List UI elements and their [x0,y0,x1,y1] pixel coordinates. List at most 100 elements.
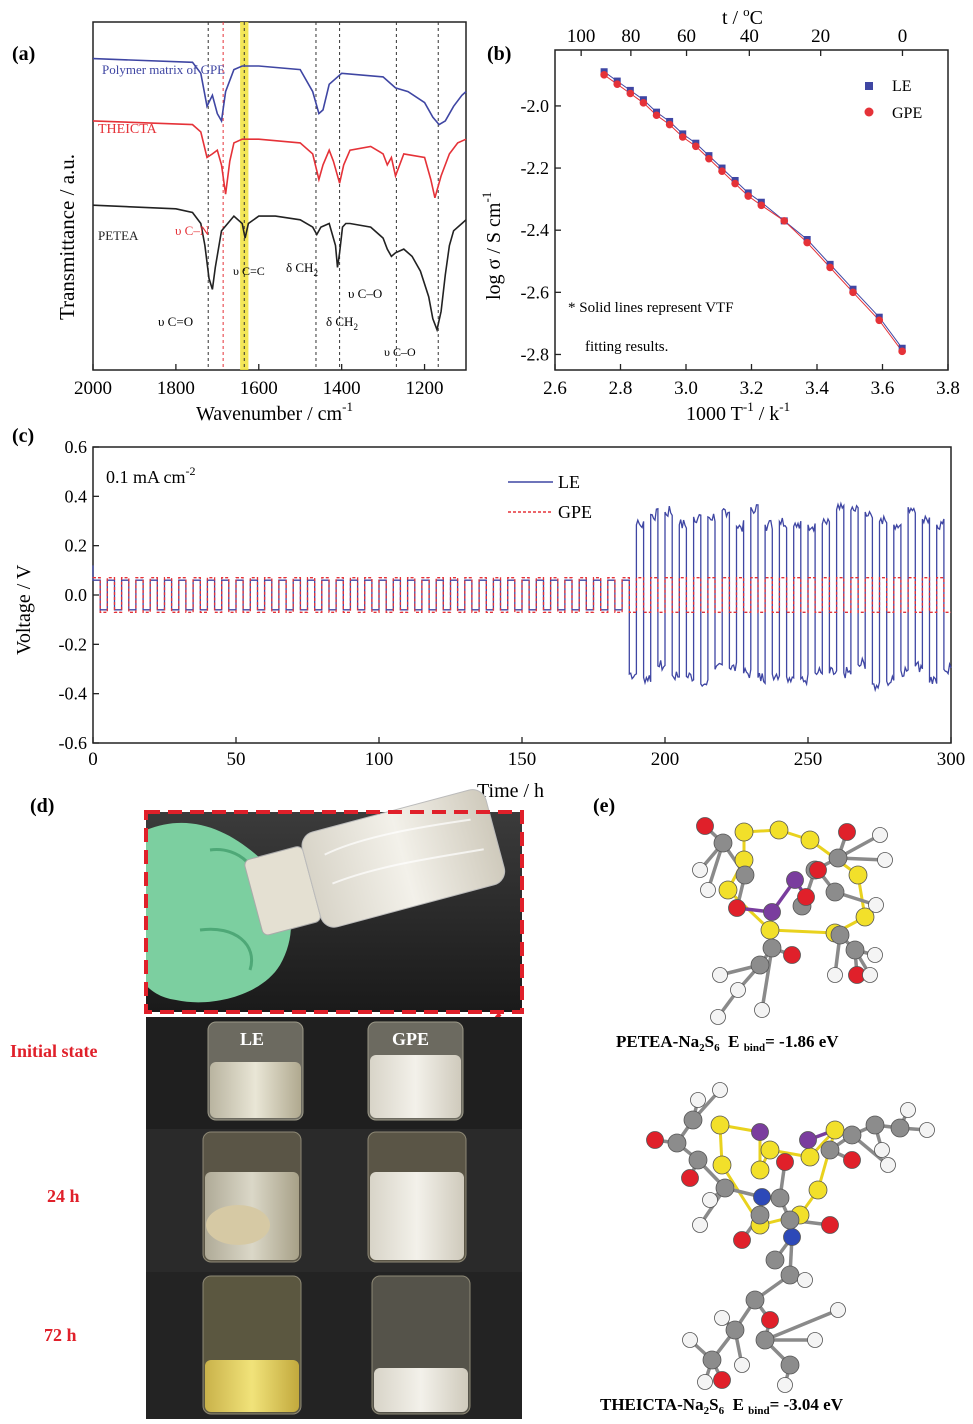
atom-o [838,823,856,841]
atom-h [900,1102,916,1118]
petea-caption: PETEA-Na2S6 E bind= -1.86 eV [616,1032,839,1054]
row-label-24h: 24 h [47,1186,80,1206]
atom-h [880,1157,896,1173]
point-gpe [875,316,884,325]
row-label-initial: Initial state [10,1041,98,1061]
atom-c [725,1320,745,1340]
panel-e-molecule-petea: PETEA-Na2S6 E bind= -1.86 eV [616,817,893,1054]
photo-label-le: LE [240,1029,264,1049]
atom-na [751,1123,769,1141]
inset-vial [244,789,506,936]
panel-a-label-petea: PETEA [98,228,139,243]
row-label-72h: 72 h [44,1325,77,1345]
x-tick-label: 1400 [323,378,361,399]
atom-na [763,903,781,921]
panel-a-xlabel: Wavenumber / cm-1 [196,399,353,425]
x-tick-label: 2.6 [543,378,567,399]
atom-o [728,899,746,917]
panel-b-chart: -2.0 -2.2 -2.4 -2.6 -2.8 2.6 2.8 3.0 3.2 3.4 3.6 3… [479,4,960,425]
atom-h [692,1217,708,1233]
panel-e-molecule-theicta: THEICTA-Na2S6 E bind= -3.04 eV [600,1082,935,1417]
petea-na2s6-structure [692,817,893,1025]
atom-h [700,882,716,898]
legend-label-gpe: GPE [892,105,922,122]
atom-h [867,947,883,963]
panel-b-points [600,68,906,356]
atom-n [783,1228,801,1246]
y-tick-label: -2.8 [521,344,550,364]
atom-c [780,1355,800,1375]
atom-c [688,1150,708,1170]
atom-h [830,1302,846,1318]
atom-h [862,967,878,983]
x-tick-label: 200 [651,749,680,770]
atom-o [821,1216,839,1234]
atom-h [797,1272,813,1288]
top-tick-label: 80 [621,26,640,47]
panel-a-series [92,57,467,333]
bond [760,947,774,1011]
series-line [92,204,467,333]
atom-o [761,1311,779,1329]
atom-o [646,1131,664,1149]
atom-na [786,871,804,889]
atom-c [842,1125,862,1145]
y-tick-label: -0.4 [59,684,88,704]
panel-b-legend: LE GPE [864,78,922,122]
atom-c [820,1140,840,1160]
atom-c [762,938,782,958]
series-line [92,57,467,126]
vial-gpe-24h-liquid [370,1172,464,1260]
atom-h [702,1192,718,1208]
theicta-caption: THEICTA-Na2S6 E bind= -3.04 eV [600,1395,844,1417]
point-gpe [652,111,661,120]
atom-o [713,1371,731,1389]
point-gpe [600,71,608,79]
atom-c [890,1118,910,1138]
atom-na [799,1131,817,1149]
y-tick-label: 0.2 [65,536,88,556]
atom-c [667,1133,687,1153]
atom-h [754,1002,770,1018]
atom-h [712,967,728,983]
y-tick-label: 0.4 [65,486,88,506]
atom-h [730,982,746,998]
top-tick-label: 40 [740,26,759,47]
panel-c-tag: (c) [12,425,34,447]
atom-h [919,1122,935,1138]
atom-c [865,1115,885,1135]
atom-s [734,822,754,842]
point-gpe [692,142,700,151]
panel-a-annot-cc: υ C=C [233,264,265,278]
photo-label-gpe: GPE [392,1029,429,1049]
atom-s [825,1120,845,1140]
atom-s [769,820,789,840]
atom-h [872,827,888,843]
atom-o [733,1231,751,1249]
panel-c-x-ticks: 0 50 100 150 200 250 300 [88,737,965,770]
x-tick-label: 3.6 [871,378,895,399]
series-line [92,120,467,199]
point-gpe [731,179,739,188]
atom-h [874,1142,890,1158]
point-gpe [678,133,687,141]
bond [764,1308,839,1342]
atom-c [683,1110,703,1130]
panel-d-tag: (d) [30,795,54,817]
panel-b-top-ticks: 100 80 60 40 20 0 [567,26,907,56]
y-tick-label: -2.2 [521,158,550,178]
atom-c [830,925,850,945]
panel-a-x-ticks: 2000 1800 1600 1400 1200 [74,364,444,399]
point-gpe [780,217,789,225]
atom-h [807,1332,823,1348]
panel-a-tag: (a) [12,43,35,65]
atom-s [750,1160,770,1180]
atom-h [734,1357,750,1373]
atom-s [710,1115,730,1135]
point-gpe [626,89,635,98]
panel-c-xlabel: Time / h [477,780,544,802]
top-tick-label: 20 [811,26,830,47]
vial-le-initial-liquid [210,1062,301,1118]
bond [816,1129,837,1191]
x-tick-label: 1600 [240,378,278,399]
